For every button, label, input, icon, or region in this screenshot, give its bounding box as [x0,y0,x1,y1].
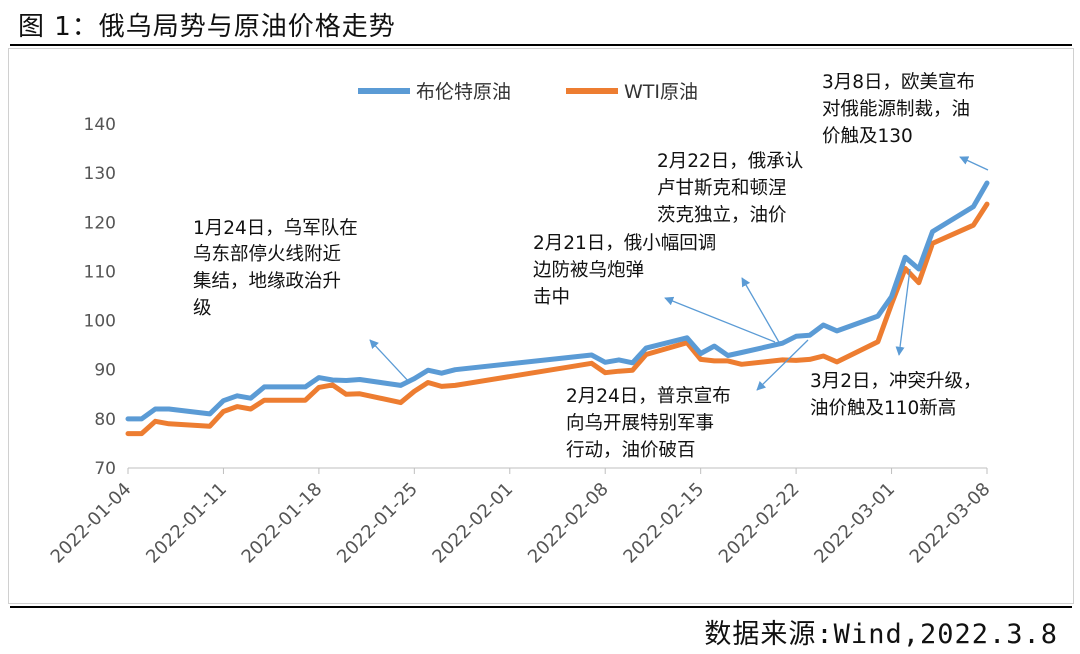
annotation-arrows [369,156,989,391]
annotation-jan24-line1: 1月24日，乌军队在 [193,218,358,239]
legend-label-wti: WTI原油 [624,81,698,103]
y-tick-label: 140 [84,115,116,135]
x-tick-label: 2022-01-18 [238,479,327,568]
x-tick-label: 2022-03-01 [810,479,899,568]
data-source: 数据来源:Wind,2022.3.8 [704,619,1058,650]
annotation-mar2-line1: 3月2日，冲突升级， [810,371,982,392]
y-tick-label: 90 [94,361,116,381]
series-lines [125,180,990,437]
x-tick-label: 2022-01-04 [47,479,136,568]
annotation-feb22: 2月22日，俄承认 卢甘斯克和顿涅 茨克独立，油价 [657,151,803,226]
y-tick-label: 130 [84,164,116,184]
legend: 布伦特原油 WTI原油 [358,81,698,103]
x-tick-label: 2022-01-11 [142,479,231,568]
annotation-mar8-line3: 价触及130 [822,126,913,147]
y-tick-label: 70 [94,459,116,479]
annotation-feb21-line1: 2月21日，俄小幅回调 [533,233,716,254]
arrow-feb24 [756,339,809,391]
annotation-mar2-line2: 油价触及110新高 [810,398,956,419]
arrow-mar8 [959,156,989,171]
annotation-feb22-line2: 卢甘斯克和顿涅 [657,178,787,199]
annotation-feb24-line2: 向乌开展特别军事 [566,413,714,434]
annotation-feb24-line1: 2月24日，普京宣布 [566,386,731,407]
annotation-mar2: 3月2日，冲突升级， 油价触及110新高 [810,371,982,419]
x-tick-label: 2022-03-08 [906,479,995,568]
x-tick-label: 2022-02-15 [619,479,708,568]
x-axis: 2022-01-04 2022-01-11 2022-01-18 2022-01-25… [47,467,995,568]
annotation-feb21-line2: 边防被乌炮弹 [533,260,644,281]
x-tick-label: 2022-02-01 [428,479,517,568]
chart-frame [8,48,1074,604]
annotation-feb22-line1: 2月22日，俄承认 [657,151,803,172]
figure-title: 图 1：俄乌局势与原油价格走势 [18,12,396,42]
annotation-feb24: 2月24日，普京宣布 向乌开展特别军事 行动，油价破百 [566,386,731,461]
annotation-jan24: 1月24日，乌军队在 乌东部停火线附近 集结，地缘政治升 级 [193,218,358,319]
bottom-rule [10,606,1072,608]
annotation-feb21: 2月21日，俄小幅回调 边防被乌炮弹 击中 [533,233,716,308]
arrow-mar2 [895,268,911,356]
annotation-jan24-line3: 集结，地缘政治升 [193,271,341,292]
y-tick-label: 120 [84,213,116,233]
title-rule [10,44,1072,46]
annotation-mar8-line2: 对俄能源制裁，油 [822,99,970,120]
annotation-mar8: 3月8日，欧美宣布 对俄能源制裁，油 价触及130 [822,72,975,147]
annotation-jan24-line4: 级 [193,298,212,319]
annotation-feb21-line3: 击中 [533,287,570,308]
annotation-mar8-line1: 3月8日，欧美宣布 [822,72,975,93]
y-tick-label: 80 [94,410,116,430]
y-axis: 70 80 90 100 110 120 130 140 [84,115,116,479]
y-tick-label: 100 [84,312,116,332]
annotation-feb24-line3: 行动，油价破百 [566,440,696,461]
annotation-jan24-line2: 乌东部停火线附近 [193,244,341,265]
annotation-feb22-line3: 茨克独立，油价 [657,205,787,226]
x-tick-label: 2022-02-08 [524,479,613,568]
y-tick-label: 110 [84,262,116,282]
legend-label-brent: 布伦特原油 [416,81,511,103]
arrow-feb22 [741,277,781,345]
arrow-feb21 [664,296,776,343]
series-line-wti [125,201,990,437]
arrow-jan24 [369,339,411,384]
x-tick-label: 2022-01-25 [333,479,422,568]
series-line-brent [125,180,990,422]
x-tick-label: 2022-02-22 [715,479,804,568]
